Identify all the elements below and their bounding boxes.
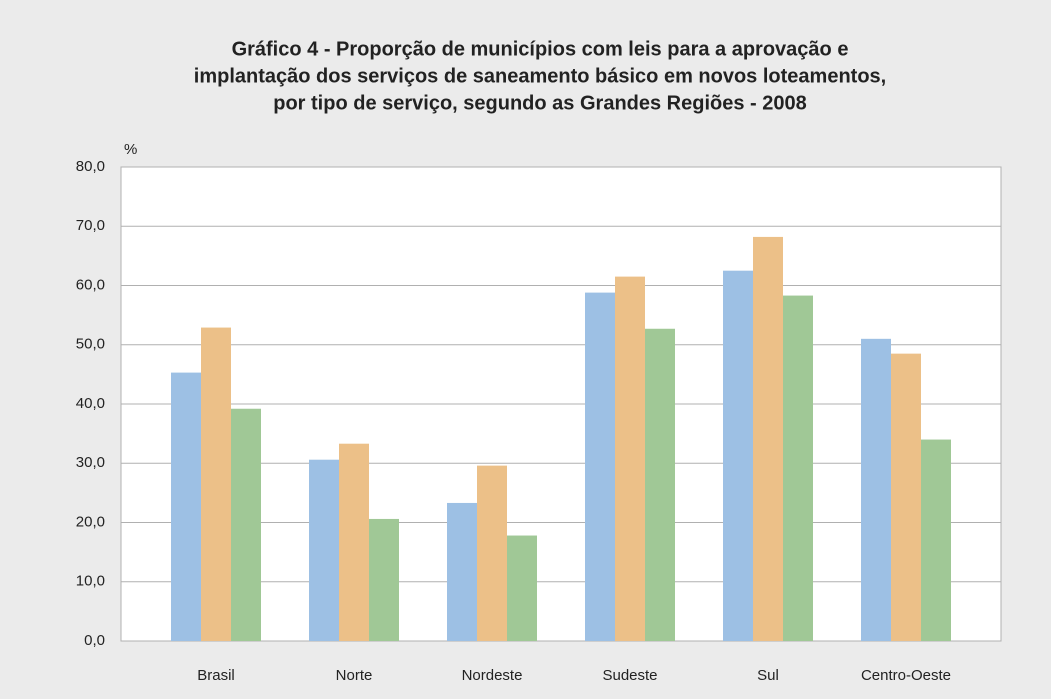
y-tick-label: 0,0 (84, 632, 105, 649)
bar (753, 236, 783, 642)
x-tick-label: Norte (336, 667, 373, 684)
y-tick-label: 50,0 (76, 336, 105, 353)
x-tick-label: Centro-Oeste (861, 667, 951, 684)
bar (615, 276, 645, 641)
bar (309, 459, 339, 641)
y-tick-label: 40,0 (76, 395, 105, 412)
bar (201, 327, 231, 641)
bar (585, 292, 615, 641)
x-tick-label: Sudeste (602, 667, 657, 684)
bar (921, 439, 951, 641)
y-tick-label: 30,0 (76, 454, 105, 471)
x-tick-label: Nordeste (462, 667, 523, 684)
y-axis-label: % (124, 141, 137, 158)
y-tick-label: 80,0 (76, 158, 105, 175)
bar (339, 443, 369, 641)
chart-title: Gráfico 4 - Proporção de municípios com … (232, 38, 849, 60)
bar (171, 372, 201, 641)
bar (891, 353, 921, 641)
chart-title: por tipo de serviço, segundo as Grandes … (273, 92, 807, 114)
y-tick-label: 70,0 (76, 217, 105, 234)
bar (645, 328, 675, 641)
y-tick-label: 10,0 (76, 573, 105, 590)
y-tick-label: 20,0 (76, 513, 105, 530)
bar (723, 270, 753, 641)
x-tick-label: Sul (757, 667, 779, 684)
chart-title: implantação dos serviços de saneamento b… (194, 65, 886, 87)
bar (477, 465, 507, 641)
y-tick-label: 60,0 (76, 276, 105, 293)
x-tick-label: Brasil (197, 667, 235, 684)
bar (231, 408, 261, 641)
bar (783, 295, 813, 641)
bar (507, 535, 537, 641)
bar (861, 338, 891, 641)
bar (369, 518, 399, 641)
bar (447, 502, 477, 641)
